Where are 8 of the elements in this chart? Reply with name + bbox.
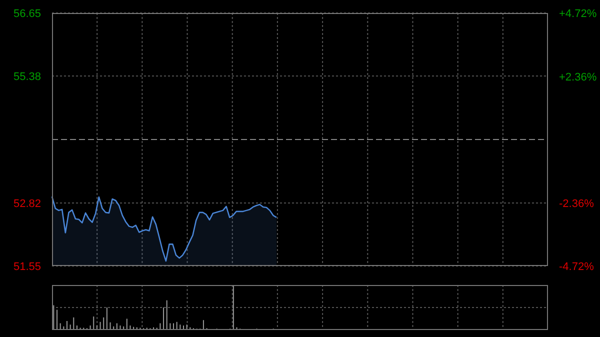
y2-tick-label: -4.72%: [559, 261, 594, 273]
y-tick-label: 52.82: [13, 198, 41, 210]
y-tick-label: 51.55: [13, 261, 41, 273]
y2-tick-label: -2.36%: [559, 198, 594, 210]
y-tick-label: 55.38: [13, 71, 41, 83]
y2-tick-label: +2.36%: [559, 71, 597, 84]
y-tick-label: 56.65: [13, 8, 41, 20]
y2-tick-label: +4.72%: [559, 8, 597, 20]
